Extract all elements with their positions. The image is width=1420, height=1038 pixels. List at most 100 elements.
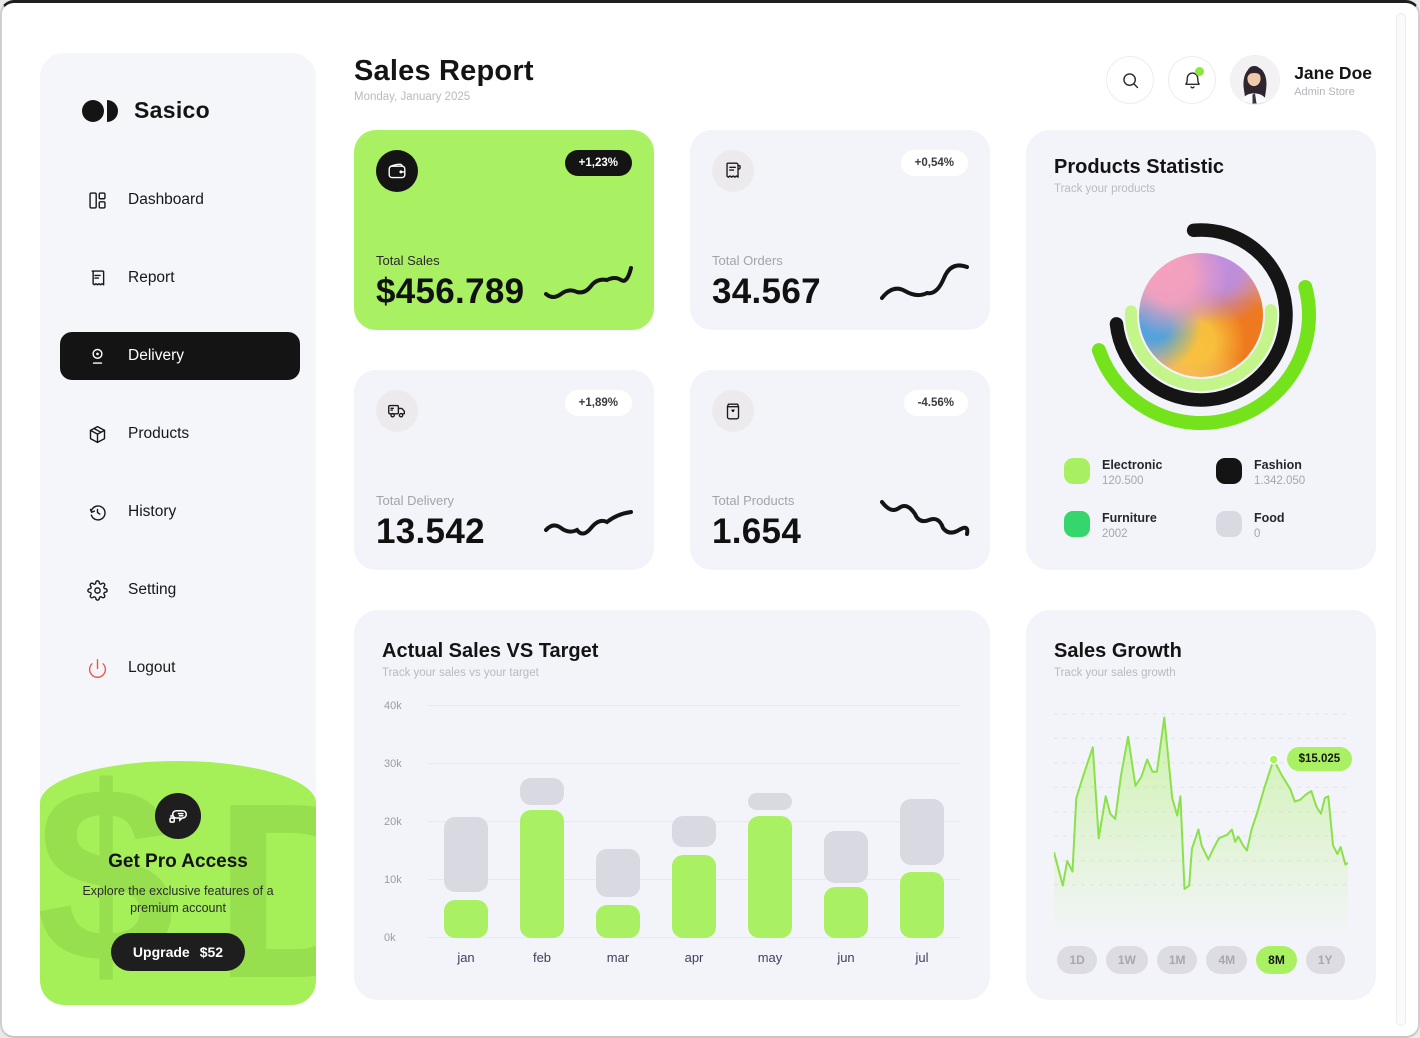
badge-total-sales: +1,23% (565, 150, 632, 176)
stat-card-total-orders[interactable]: +0,54% Total Orders 34.567 (690, 130, 990, 330)
sidebar-item-history[interactable]: History (60, 488, 300, 536)
range-button-1m[interactable]: 1M (1157, 946, 1198, 974)
sidebar-item-label: Products (128, 425, 189, 443)
sidebar-item-setting[interactable]: Setting (60, 566, 300, 614)
sidebar-item-label: Dashboard (128, 191, 204, 209)
sidebar-item-label: Report (128, 269, 175, 287)
donut-arcs (1076, 200, 1326, 435)
x-label-apr: apr (656, 950, 732, 965)
target-bar (520, 778, 564, 805)
legend-swatch (1064, 458, 1090, 484)
content: +1,23% Total Sales $456.789 +0,54% Total… (354, 130, 1376, 1000)
bar-group-mar[interactable] (580, 706, 656, 938)
sparkline (878, 254, 970, 308)
bar-chart-subtitle: Track your sales vs your target (382, 667, 962, 679)
legend-label: Furniture (1102, 511, 1157, 525)
bar-chart-title: Actual Sales VS Target (382, 640, 962, 663)
sidebar-item-label: Delivery (128, 347, 184, 365)
badge-total-orders: +0,54% (901, 150, 968, 176)
brand-logo-icon (82, 99, 122, 123)
range-button-1d[interactable]: 1D (1057, 946, 1096, 974)
bar-group-jun[interactable] (808, 706, 884, 938)
legend-label: Electronic (1102, 458, 1162, 472)
sparkline (542, 494, 634, 548)
sparkline (542, 254, 634, 308)
sales-growth-chart: $15.025 (1054, 708, 1348, 943)
x-label-mar: mar (580, 950, 656, 965)
legend-value: 1.342.050 (1254, 475, 1305, 487)
range-button-4m[interactable]: 4M (1206, 946, 1247, 974)
stat-value: 13.542 (376, 512, 485, 552)
sales-growth-card: Sales Growth Track your sales growth $15… (1026, 610, 1376, 1000)
sidebar: Sasico Dashboard Report Delivery Products Hi… (40, 53, 316, 1005)
legend-swatch (1064, 511, 1090, 537)
sidebar-item-delivery[interactable]: Delivery (60, 332, 300, 380)
sidebar-item-dashboard[interactable]: Dashboard (60, 176, 300, 224)
stat-card-total-sales[interactable]: +1,23% Total Sales $456.789 (354, 130, 654, 330)
search-button[interactable] (1106, 56, 1154, 104)
history-icon (86, 501, 108, 523)
x-label-jul: jul (884, 950, 960, 965)
bar-group-apr[interactable] (656, 706, 732, 938)
actual-bar (900, 872, 944, 938)
user-name: Jane Doe (1294, 63, 1372, 84)
bar-group-feb[interactable] (504, 706, 580, 938)
growth-tooltip: $15.025 (1287, 747, 1353, 771)
stat-label: Total Delivery (376, 493, 485, 508)
range-button-1w[interactable]: 1W (1106, 946, 1148, 974)
legend-value: 2002 (1102, 528, 1157, 540)
stat-value: $456.789 (376, 272, 524, 312)
bag-icon (712, 390, 754, 432)
header-actions: Jane Doe Admin Store (1106, 55, 1372, 105)
scrollbar[interactable] (1396, 13, 1406, 1026)
sales-growth-subtitle: Track your sales growth (1054, 667, 1348, 679)
y-tick: 40k (384, 700, 418, 712)
time-range-buttons: 1D 1W 1M 4M 8M 1Y (1026, 946, 1376, 974)
promo-description: Explore the exclusive features of a prem… (78, 883, 278, 917)
promo-title: Get Pro Access (40, 851, 316, 873)
sidebar-item-label: Setting (128, 581, 176, 599)
x-label-may: may (732, 950, 808, 965)
stat-value: 34.567 (712, 272, 821, 312)
legend-value: 120.500 (1102, 475, 1162, 487)
range-button-1y[interactable]: 1Y (1306, 946, 1345, 974)
user-block: Jane Doe Admin Store (1294, 63, 1372, 98)
setting-icon (86, 579, 108, 601)
bar-chart-plot: 0k10k20k30k40k (428, 706, 960, 938)
notification-dot (1195, 67, 1204, 76)
sidebar-item-logout[interactable]: Logout (60, 644, 300, 692)
brand-logo: Sasico (40, 53, 316, 124)
products-statistic-card: Products Statistic Track your products E… (1026, 130, 1376, 570)
sidebar-item-report[interactable]: Report (60, 254, 300, 302)
bar-group-jan[interactable] (428, 706, 504, 938)
notifications-button[interactable] (1168, 56, 1216, 104)
y-tick: 0k (384, 932, 418, 944)
x-label-jan: jan (428, 950, 504, 965)
black-arc (1116, 230, 1286, 400)
bar-group-jul[interactable] (884, 706, 960, 938)
target-bar (748, 793, 792, 810)
stat-card-total-delivery[interactable]: +1,89% Total Delivery 13.542 (354, 370, 654, 570)
upgrade-button[interactable]: Upgrade $52 (111, 933, 245, 971)
sparkline (878, 494, 970, 548)
pale-green-arc (1131, 310, 1271, 385)
avatar[interactable] (1230, 55, 1280, 105)
stat-label: Total Orders (712, 253, 821, 268)
range-button-8m[interactable]: 8M (1256, 946, 1297, 974)
sidebar-item-label: Logout (128, 659, 175, 677)
bar-group-may[interactable] (732, 706, 808, 938)
upgrade-label: Upgrade (133, 944, 190, 960)
search-icon (1120, 70, 1141, 91)
sidebar-item-products[interactable]: Products (60, 410, 300, 458)
upgrade-price: $52 (200, 944, 223, 960)
legend-label: Fashion (1254, 458, 1305, 472)
stat-value: 1.654 (712, 512, 801, 552)
sidebar-item-label: History (128, 503, 176, 521)
legend-label: Food (1254, 511, 1285, 525)
actual-bar (444, 900, 488, 938)
target-bar (672, 816, 716, 847)
stat-label: Total Sales (376, 253, 524, 268)
target-bar (444, 817, 488, 891)
stat-card-total-products[interactable]: -4.56% Total Products 1.654 (690, 370, 990, 570)
products-legend: Electronic 120.500 Fashion 1.342.050 Furnitu… (1064, 458, 1358, 540)
